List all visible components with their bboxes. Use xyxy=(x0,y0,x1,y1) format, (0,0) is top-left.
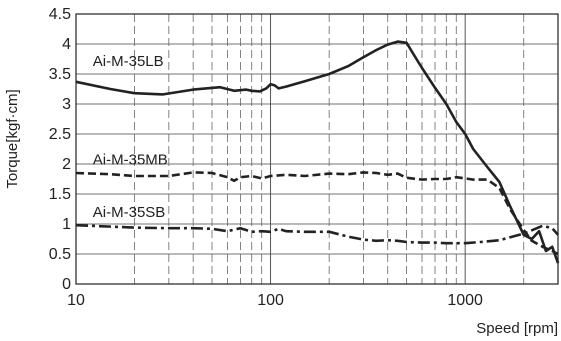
grid xyxy=(76,14,558,284)
x-axis-label: Speed [rpm] xyxy=(476,320,558,337)
series-line-ai-m-35mb xyxy=(75,171,559,256)
x-tick-label: 10 xyxy=(67,292,85,309)
y-tick-label: 0 xyxy=(62,276,71,293)
series-line-ai-m-35lb xyxy=(75,40,560,264)
series-labels: Ai-M-35LB Ai-M-35MB Ai-M-35SB xyxy=(93,53,168,221)
axis-ticks: 0 0.5 1 1.5 2 2.5 3 3.5 4 4.5 10 100 1000 xyxy=(49,6,483,309)
y-axis-label: Torque[kgf·cm] xyxy=(4,89,21,188)
series-name-label: Ai-M-35SB xyxy=(93,204,166,221)
y-tick-label: 0.5 xyxy=(49,246,71,263)
x-tick-label: 1000 xyxy=(447,292,483,309)
y-tick-label: 1 xyxy=(62,216,71,233)
y-tick-label: 1.5 xyxy=(49,186,71,203)
y-tick-label: 2.5 xyxy=(49,126,71,143)
y-tick-label: 3 xyxy=(62,96,71,113)
y-tick-label: 4.5 xyxy=(49,6,71,23)
y-tick-label: 4 xyxy=(62,36,71,53)
series-line-ai-m-35sb xyxy=(75,223,559,245)
y-tick-label: 2 xyxy=(62,156,71,173)
x-tick-label: 100 xyxy=(257,292,284,309)
y-tick-label: 3.5 xyxy=(49,66,71,83)
plot-frame xyxy=(75,13,559,285)
series-name-label: Ai-M-35LB xyxy=(93,53,164,70)
series-lines xyxy=(75,40,560,264)
series-name-label: Ai-M-35MB xyxy=(93,151,168,168)
